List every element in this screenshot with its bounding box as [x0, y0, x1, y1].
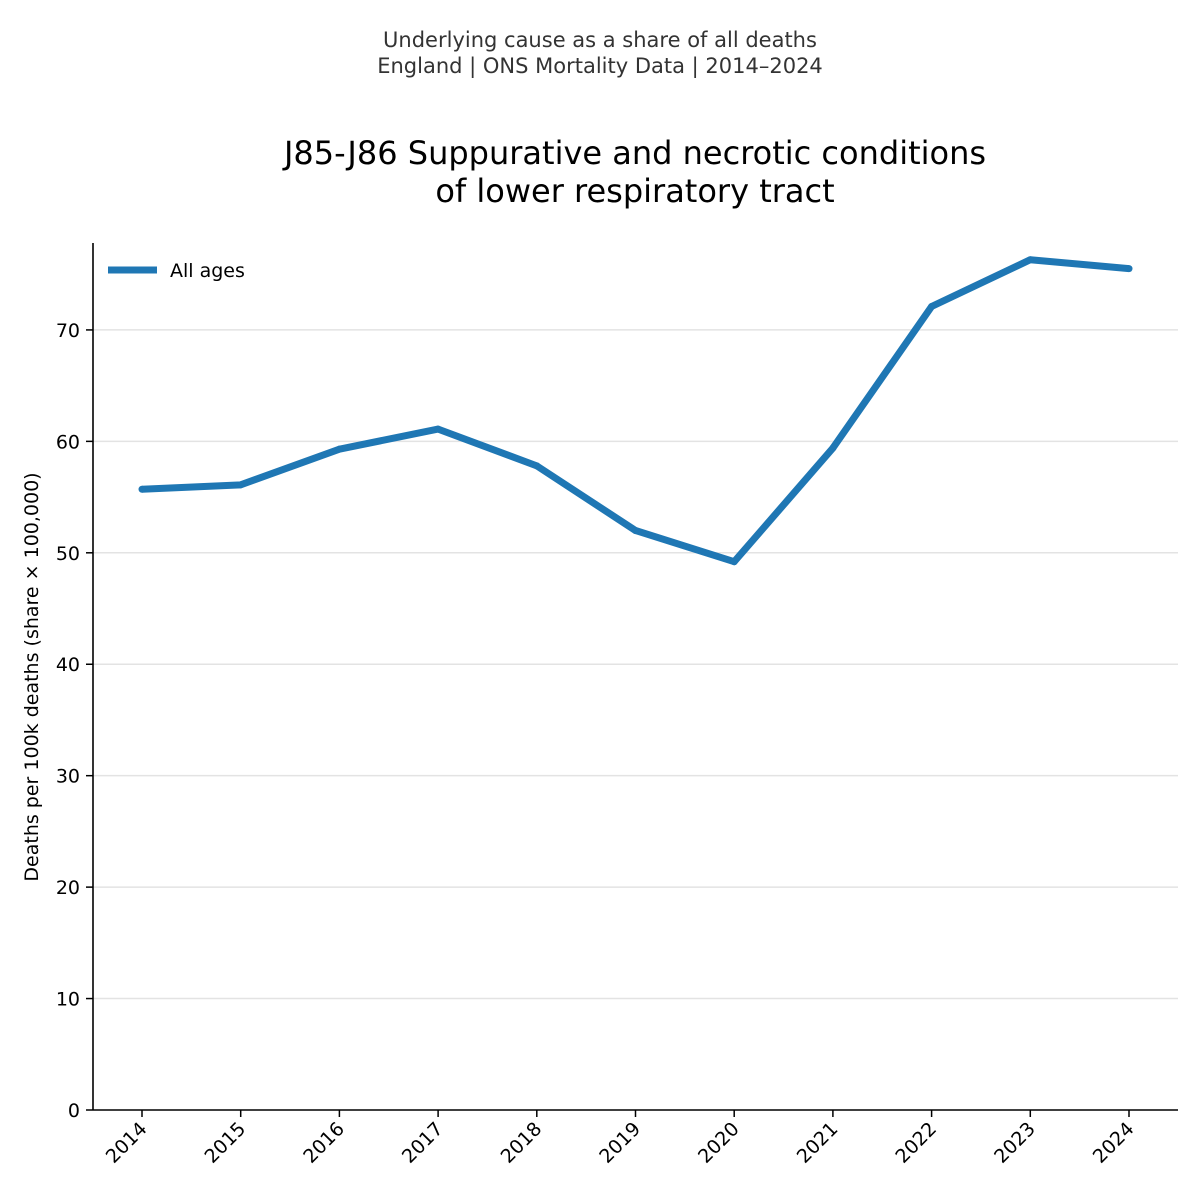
data-point	[237, 481, 245, 489]
data-point	[1026, 256, 1034, 264]
y-tick-label: 20	[56, 877, 80, 899]
x-tick-label: 2015	[200, 1118, 250, 1168]
data-point	[335, 445, 343, 453]
data-point	[829, 444, 837, 452]
legend: All ages	[108, 260, 245, 282]
x-tick-label: 2020	[694, 1118, 744, 1168]
x-tick-label: 2021	[793, 1118, 843, 1168]
chart-subtitle-line2: England | ONS Mortality Data | 2014–2024	[377, 54, 823, 78]
y-tick-label: 10	[56, 989, 80, 1011]
chart-title-line2: of lower respiratory tract	[435, 172, 835, 210]
y-tick-label: 70	[56, 320, 80, 342]
y-tick-label: 30	[56, 766, 80, 788]
data-point	[1125, 265, 1133, 273]
x-tick-label: 2017	[398, 1118, 448, 1168]
series-layer	[138, 256, 1133, 566]
data-point	[632, 527, 639, 535]
data-point	[533, 462, 541, 470]
x-tick-label: 2023	[990, 1118, 1040, 1168]
series-line-all-ages	[141, 256, 1130, 566]
x-tick-label: 2018	[497, 1118, 547, 1168]
chart-subtitle-line1: Underlying cause as a share of all death…	[383, 28, 817, 52]
data-point	[138, 485, 146, 493]
data-point	[434, 425, 442, 433]
x-tick-label: 2022	[891, 1118, 941, 1168]
y-tick-label: 0	[68, 1100, 80, 1122]
y-tick-label: 60	[56, 431, 80, 453]
y-axis-label: Deaths per 100k deaths (share × 100,000)	[21, 472, 43, 881]
x-tick-label: 2014	[102, 1118, 152, 1168]
x-tick-label: 2019	[595, 1118, 645, 1168]
chart-title-line1: J85-J86 Suppurative and necrotic conditi…	[283, 134, 987, 172]
y-tick-label: 40	[56, 654, 80, 676]
x-tick-label: 2024	[1089, 1118, 1139, 1168]
x-tick-label: 2016	[299, 1118, 349, 1168]
y-tick-label: 50	[56, 543, 80, 565]
data-point	[730, 558, 738, 566]
legend-label: All ages	[170, 260, 245, 282]
axis-layer: 0 10 20 30 40 50 60 70 2014 2015 2016 2017 2018 2019 2…	[56, 243, 1178, 1168]
grid-layer	[93, 329, 1178, 1000]
data-point	[928, 303, 936, 311]
